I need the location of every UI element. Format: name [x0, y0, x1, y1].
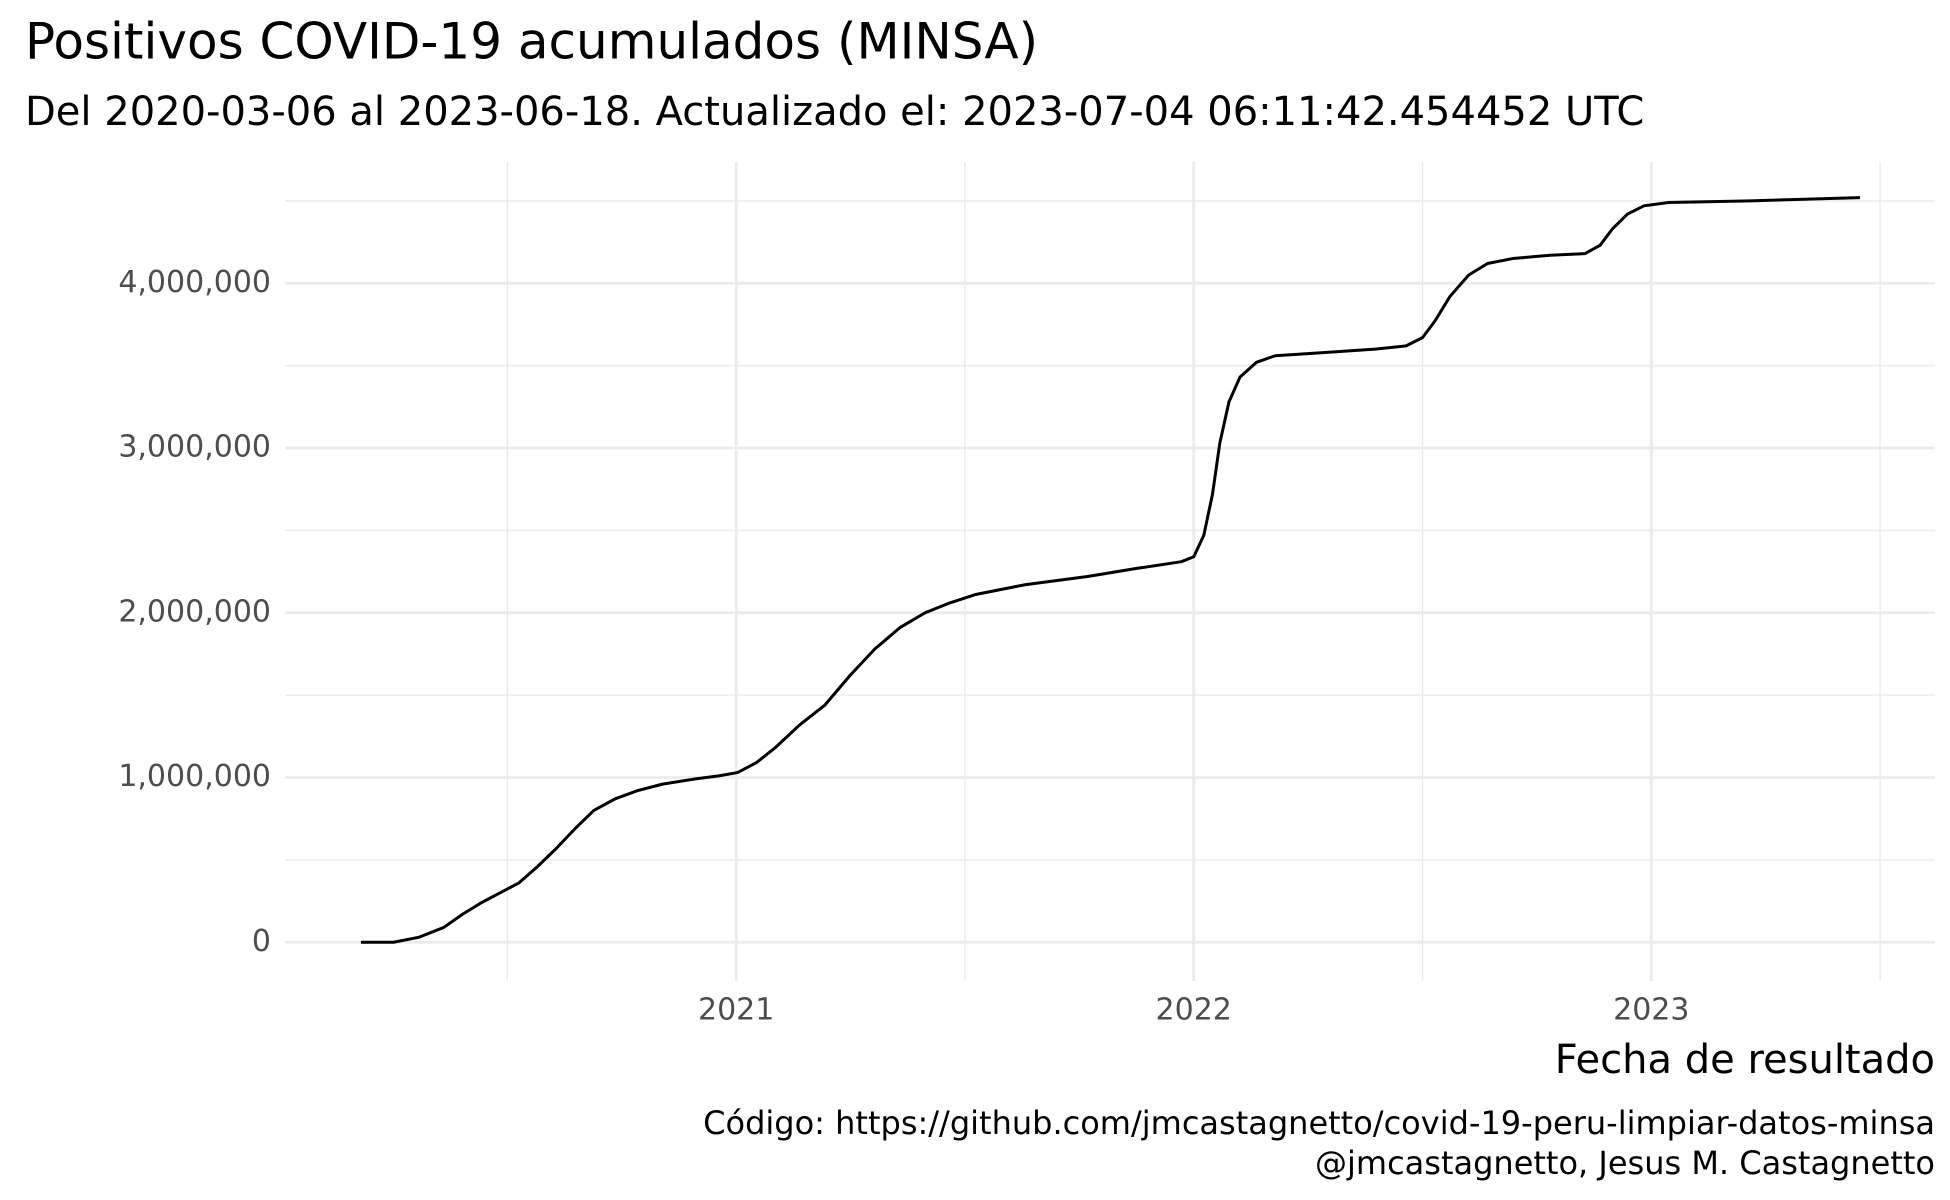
y-tick-label: 2,000,000 [118, 594, 271, 629]
y-tick-label: 0 [252, 924, 271, 959]
y-tick-label: 4,000,000 [118, 265, 271, 300]
caption: @jmcastagnetto, Jesus M. Castagnetto [1315, 1144, 1935, 1182]
y-tick-label: 1,000,000 [118, 759, 271, 794]
x-tick-label: 2021 [698, 993, 774, 1028]
x-tick-label: 2022 [1156, 993, 1232, 1028]
data-line [360, 196, 1861, 944]
x-axis-title: Fecha de resultado [1555, 1037, 1935, 1083]
y-tick-label: 3,000,000 [118, 430, 271, 465]
caption: Código: https://github.com/jmcastagnetto… [703, 1104, 1935, 1142]
chart-subtitle: Del 2020-03-06 al 2023-06-18. Actualizad… [25, 89, 1644, 135]
chart-title: Positivos COVID-19 acumulados (MINSA) [25, 13, 1038, 71]
x-tick-label: 2023 [1613, 993, 1689, 1028]
